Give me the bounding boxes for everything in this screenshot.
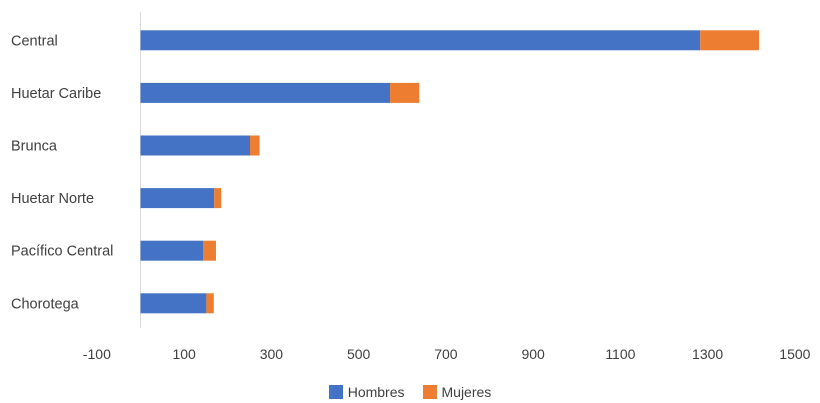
legend-item-mujeres: Mujeres <box>422 384 492 400</box>
bar-mujeres-chorotega <box>206 293 214 314</box>
bar-hombres-brunca <box>140 135 250 156</box>
bars-group <box>140 30 760 314</box>
x-tick-label: 300 <box>260 346 284 362</box>
x-tick-label: 1300 <box>692 346 723 362</box>
legend-label-hombres: Hombres <box>347 384 405 400</box>
category-label-huetar-caribe: Huetar Caribe <box>11 86 101 102</box>
bar-mujeres-huetar-norte <box>214 188 222 209</box>
legend-item-hombres: Hombres <box>328 384 405 400</box>
x-tick-label: 1500 <box>779 346 810 362</box>
x-tick-label: 1100 <box>605 346 635 362</box>
category-label-huetar-norte: Huetar Norte <box>11 191 94 207</box>
category-labels-group: Central Huetar Caribe Brunca Huetar Norte Pa… <box>11 33 113 312</box>
bar-hombres-pacifico-central <box>140 240 204 261</box>
x-tick-label: 100 <box>172 346 196 362</box>
legend: Hombres Mujeres <box>0 384 820 400</box>
bar-hombres-huetar-norte <box>140 188 215 209</box>
category-label-chorotega: Chorotega <box>11 296 80 312</box>
x-tick-label: -100 <box>83 346 111 362</box>
legend-swatch-mujeres <box>422 385 437 399</box>
legend-swatch-hombres <box>328 385 343 399</box>
bar-mujeres-central <box>700 30 760 51</box>
tick-labels-group: -100 100 300 500 700 900 1100 1300 1500 <box>83 346 811 362</box>
bar-mujeres-pacifico-central <box>203 240 216 261</box>
bar-mujeres-brunca <box>249 135 260 156</box>
bar-mujeres-huetar-caribe <box>390 82 420 103</box>
category-label-central: Central <box>11 33 58 49</box>
bar-hombres-huetar-caribe <box>140 82 391 103</box>
x-tick-label: 900 <box>521 346 545 362</box>
legend-label-mujeres: Mujeres <box>441 384 492 400</box>
bar-hombres-chorotega <box>140 293 207 314</box>
x-tick-label: 500 <box>347 346 371 362</box>
category-label-pacifico-central: Pacífico Central <box>11 244 113 260</box>
category-label-brunca: Brunca <box>11 139 58 155</box>
bar-hombres-central <box>140 30 701 51</box>
x-tick-label: 700 <box>434 346 458 362</box>
